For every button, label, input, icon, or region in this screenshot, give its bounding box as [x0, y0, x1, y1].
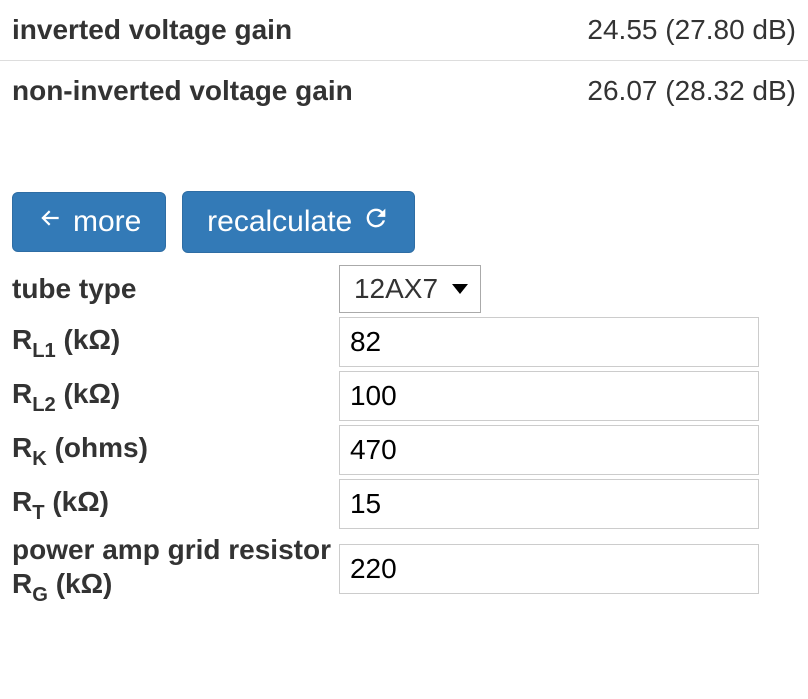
inverted-gain-value: 24.55 (27.80 dB) [493, 0, 808, 61]
param-row-rl2: RL2 (kΩ) [8, 369, 763, 423]
param-row-rg: power amp grid resistor RG (kΩ) [8, 531, 763, 607]
tube-type-select[interactable]: 12AX7 [339, 265, 481, 313]
recalculate-button-label: recalculate [207, 205, 352, 239]
noninverted-gain-value: 26.07 (28.32 dB) [493, 61, 808, 122]
noninverted-gain-label: non-inverted voltage gain [0, 61, 493, 122]
param-row-rl1: RL1 (kΩ) [8, 315, 763, 369]
more-button-label: more [73, 205, 141, 239]
results-table: inverted voltage gain 24.55 (27.80 dB) n… [0, 0, 808, 121]
arrow-left-icon [37, 205, 63, 239]
rk-label: RK (ohms) [8, 423, 335, 477]
result-row-noninverted: non-inverted voltage gain 26.07 (28.32 d… [0, 61, 808, 122]
tube-type-label: tube type [8, 263, 335, 315]
inverted-gain-label: inverted voltage gain [0, 0, 493, 61]
param-row-rt: RT (kΩ) [8, 477, 763, 531]
rk-input[interactable] [339, 425, 759, 475]
rl1-label: RL1 (kΩ) [8, 315, 335, 369]
rl2-label: RL2 (kΩ) [8, 369, 335, 423]
rl1-input[interactable] [339, 317, 759, 367]
refresh-icon [362, 204, 390, 240]
params-table: tube type 12AX7 RL1 (kΩ) RL2 (kΩ) RK (oh… [8, 263, 763, 607]
result-row-inverted: inverted voltage gain 24.55 (27.80 dB) [0, 0, 808, 61]
rt-label: RT (kΩ) [8, 477, 335, 531]
rg-input[interactable] [339, 544, 759, 594]
more-button[interactable]: more [12, 192, 166, 252]
rg-label: power amp grid resistor RG (kΩ) [8, 531, 335, 607]
recalculate-button[interactable]: recalculate [182, 191, 415, 253]
rt-input[interactable] [339, 479, 759, 529]
param-row-rk: RK (ohms) [8, 423, 763, 477]
param-row-tube-type: tube type 12AX7 [8, 263, 763, 315]
rl2-input[interactable] [339, 371, 759, 421]
tube-type-selected: 12AX7 [354, 272, 438, 306]
chevron-down-icon [452, 284, 468, 294]
button-row: more recalculate [0, 191, 808, 259]
